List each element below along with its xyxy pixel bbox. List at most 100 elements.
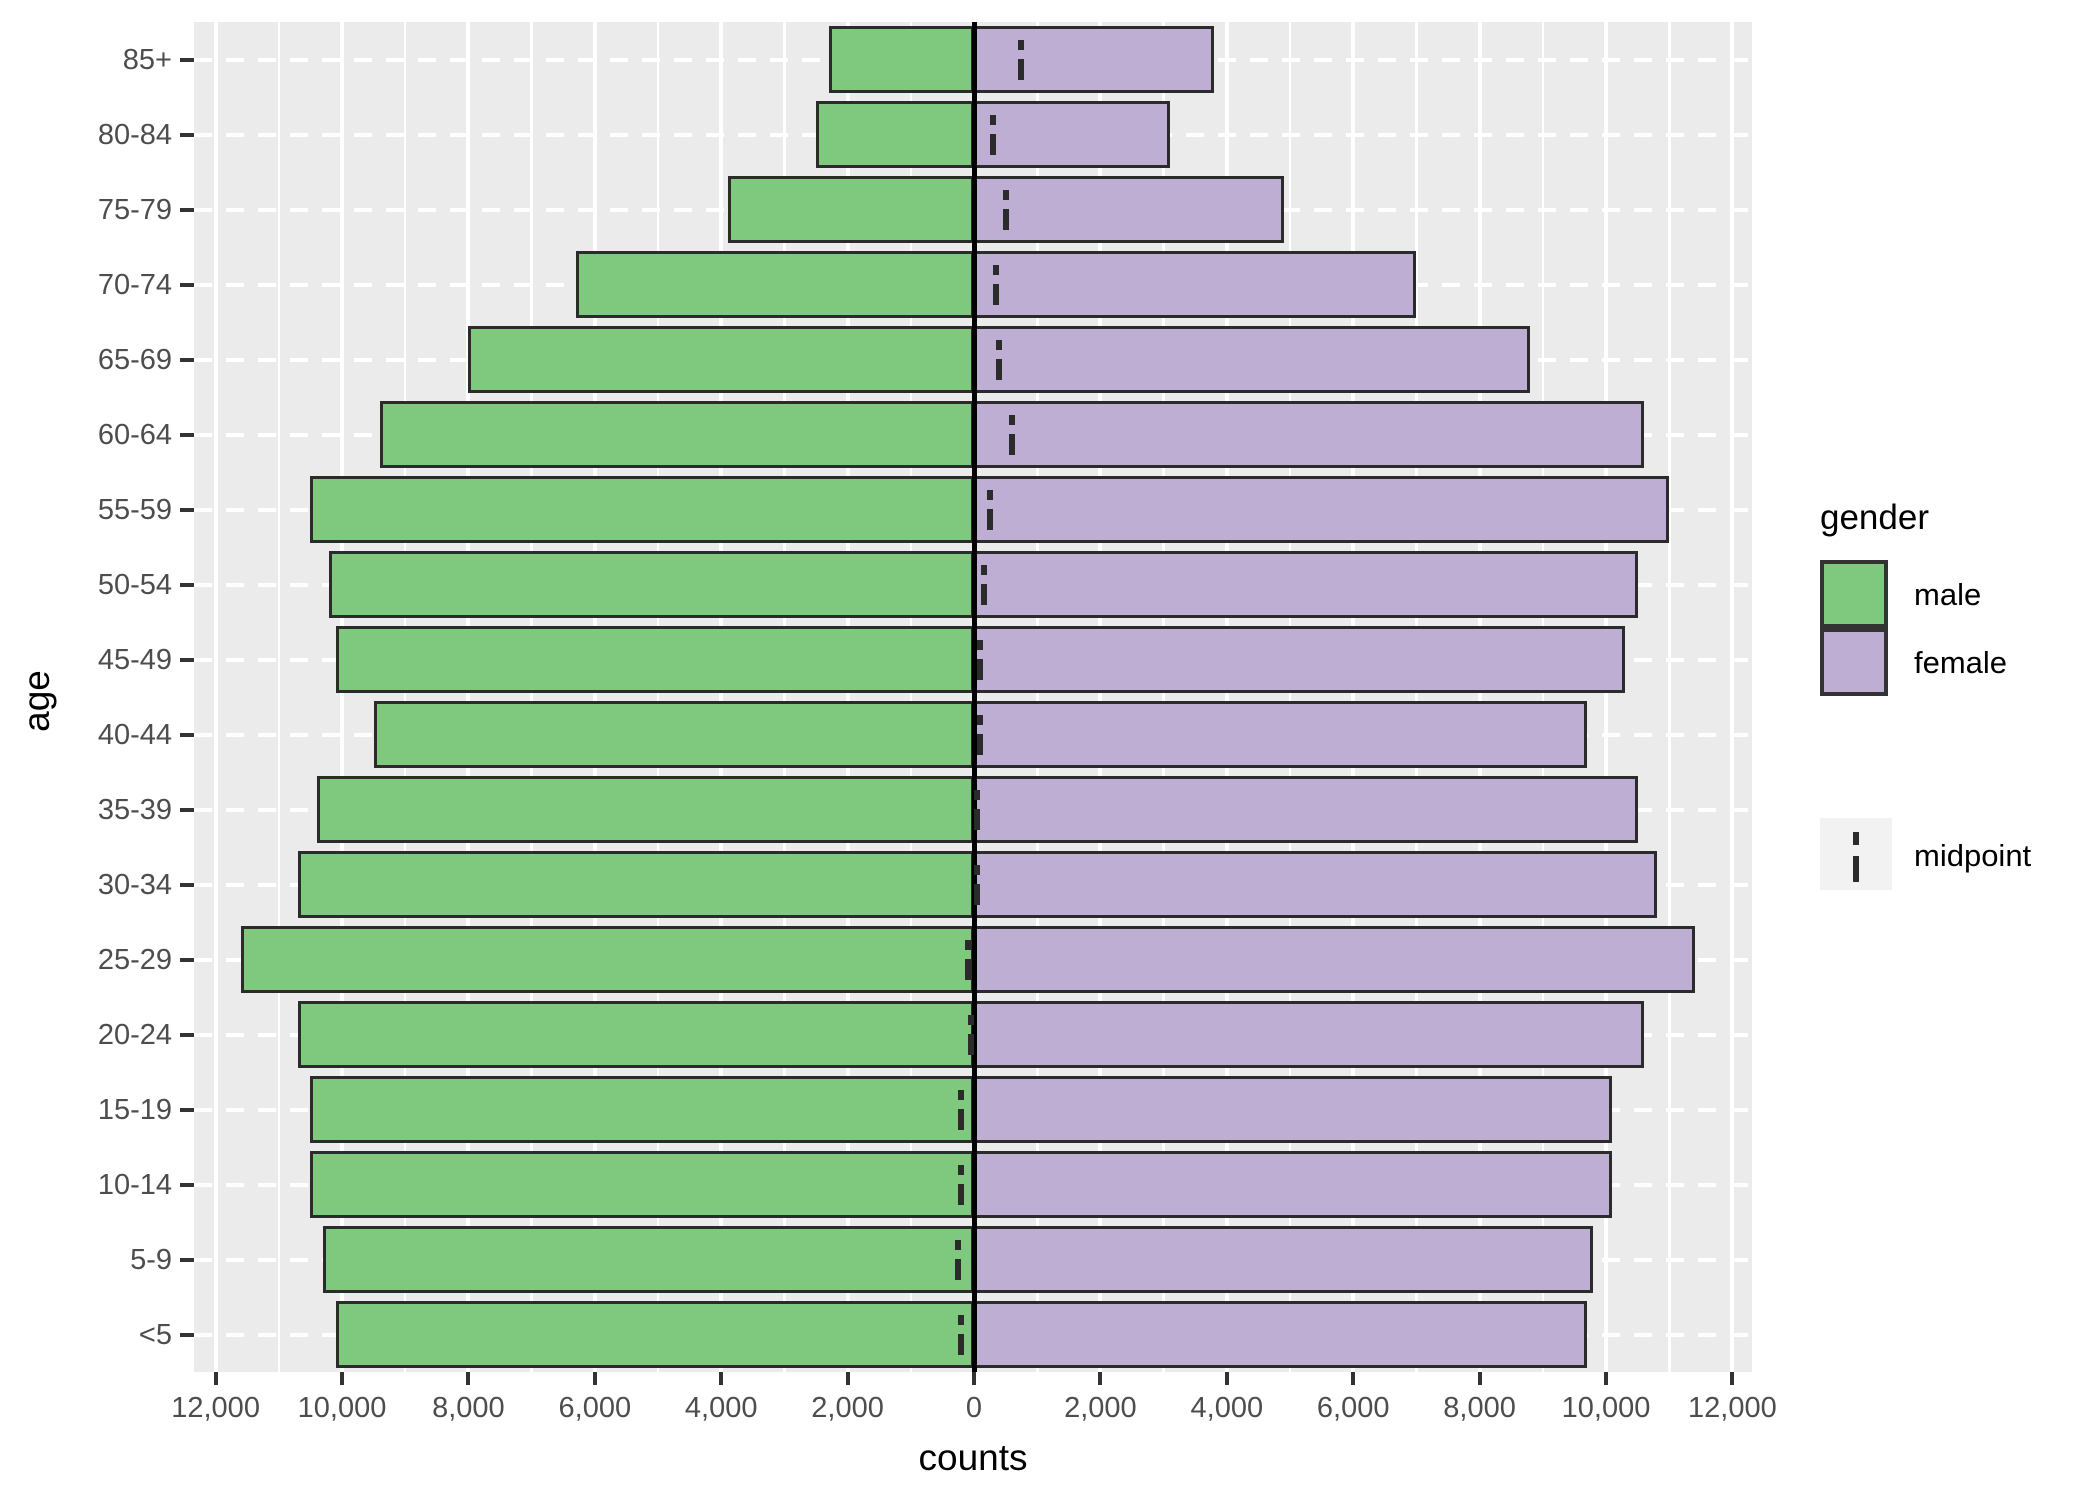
y-tick-20-24 [180, 1032, 194, 1037]
minor-vertical-gridline [1415, 22, 1418, 1372]
male-bar-40-44 [373, 701, 974, 768]
x-tick-6,000 [592, 1372, 597, 1385]
female-bar-85+ [974, 26, 1215, 93]
female-bar-5-9 [974, 1226, 1594, 1293]
midpoint-marker-70-74 [993, 265, 1000, 275]
male-bar-<5 [335, 1301, 974, 1368]
legend-label-female: female [1914, 645, 2008, 680]
female-bar-80-84 [974, 101, 1170, 168]
y-tick-label-20-24: 20-24 [97, 1018, 172, 1051]
x-tick-label-12,000: 12,000 [1688, 1392, 1777, 1424]
female-bar-25-29 [974, 926, 1695, 993]
male-bar-20-24 [297, 1001, 974, 1068]
midpoint-marker-20-24 [967, 1034, 974, 1055]
male-bar-30-34 [297, 851, 974, 918]
x-axis-title: counts [918, 1437, 1028, 1478]
female-bar-55-59 [974, 476, 1670, 543]
y-tick-10-14 [180, 1182, 194, 1187]
y-tick-label-55-59: 55-59 [97, 493, 172, 526]
major-vertical-gridline [1098, 22, 1103, 1372]
male-bar-50-54 [329, 551, 974, 618]
x-tick-4,000 [1224, 1372, 1229, 1385]
y-tick-label-45-49: 45-49 [97, 643, 172, 676]
y-tick-50-54 [180, 582, 194, 587]
plot-panel [194, 22, 1752, 1372]
y-tick-label-60-64: 60-64 [97, 418, 172, 451]
major-vertical-gridline [1604, 22, 1608, 1372]
female-bar-<5 [974, 1301, 1587, 1368]
y-tick-label-85+: 85+ [122, 43, 172, 76]
minor-vertical-gridline [1288, 22, 1292, 1372]
female-bar-10-14 [974, 1151, 1613, 1218]
male-bar-85+ [828, 26, 974, 93]
midpoint-marker-30-34 [974, 865, 981, 875]
female-bar-20-24 [974, 1001, 1644, 1068]
zero-axis-line [971, 22, 977, 1372]
midpoint-marker-5-9 [955, 1259, 962, 1280]
y-tick-5-9 [180, 1257, 194, 1262]
x-tick-8,000 [1477, 1372, 1482, 1385]
legend-key-male-swatch [1820, 560, 1888, 628]
minor-vertical-gridline [277, 22, 280, 1372]
y-tick-label-15-19: 15-19 [97, 1093, 172, 1126]
y-tick-label-65-69: 65-69 [97, 343, 172, 376]
y-tick-<5 [180, 1332, 194, 1337]
midpoint-marker-85+ [1018, 59, 1025, 80]
y-tick-75-79 [180, 207, 194, 212]
midpoint-marker-30-34 [974, 884, 981, 905]
x-tick-6,000 [1351, 1372, 1356, 1385]
midpoint-marker-35-39 [974, 790, 981, 800]
y-tick-label-<5: <5 [138, 1318, 172, 1351]
female-bar-75-79 [974, 176, 1284, 243]
midpoint-marker-75-79 [1002, 190, 1009, 200]
x-tick-label-10,000: 10,000 [1561, 1392, 1651, 1424]
y-tick-85+ [180, 57, 194, 62]
minor-vertical-gridline [1541, 22, 1545, 1372]
midpoint-marker-75-79 [1002, 209, 1009, 230]
x-tick-label-8,000: 8,000 [432, 1392, 505, 1424]
legend: gender male female midpoint [1820, 0, 2100, 1500]
midpoint-marker-55-59 [986, 490, 993, 500]
y-tick-label-80-84: 80-84 [97, 118, 172, 151]
major-vertical-gridline [719, 22, 724, 1372]
x-tick-8,000 [466, 1372, 471, 1385]
midpoint-marker-25-29 [964, 940, 971, 950]
minor-vertical-gridline [1036, 22, 1039, 1372]
female-bar-65-69 [974, 326, 1531, 393]
midpoint-marker-15-19 [958, 1090, 965, 1100]
male-bar-65-69 [468, 326, 974, 393]
major-vertical-gridline [592, 22, 597, 1372]
x-tick-label-10,000: 10,000 [297, 1392, 387, 1424]
y-tick-80-84 [180, 132, 194, 137]
major-vertical-gridline [1477, 22, 1482, 1372]
male-bar-60-64 [379, 401, 974, 468]
midpoint-marker-10-14 [958, 1165, 965, 1175]
y-tick-70-74 [180, 282, 194, 287]
y-tick-45-49 [180, 657, 194, 662]
major-vertical-gridline [1224, 22, 1229, 1372]
legend-key-female-swatch [1820, 628, 1888, 696]
y-tick-60-64 [180, 432, 194, 437]
x-tick-0 [972, 1372, 976, 1385]
y-tick-label-35-39: 35-39 [97, 793, 172, 826]
midpoint-marker-25-29 [964, 959, 971, 980]
major-vertical-gridline [340, 22, 344, 1372]
midpoint-marker-10-14 [958, 1184, 965, 1205]
x-tick-10,000 [340, 1372, 344, 1385]
midpoint-marker-40-44 [977, 734, 984, 755]
midpoint-marker-40-44 [977, 715, 984, 725]
legend-label-midpoint: midpoint [1914, 838, 2032, 873]
y-axis-title: age [16, 670, 57, 732]
midpoint-marker-15-19 [958, 1109, 965, 1130]
male-bar-75-79 [727, 176, 974, 243]
male-bar-15-19 [310, 1076, 974, 1143]
female-bar-30-34 [974, 851, 1657, 918]
major-vertical-gridline [1730, 22, 1735, 1372]
midpoint-marker-85+ [1018, 40, 1025, 50]
midpoint-marker-60-64 [1008, 434, 1015, 455]
y-tick-35-39 [180, 807, 194, 812]
y-tick-label-75-79: 75-79 [97, 193, 172, 226]
x-tick-10,000 [1604, 1372, 1608, 1385]
x-tick-label-2,000: 2,000 [811, 1392, 884, 1424]
